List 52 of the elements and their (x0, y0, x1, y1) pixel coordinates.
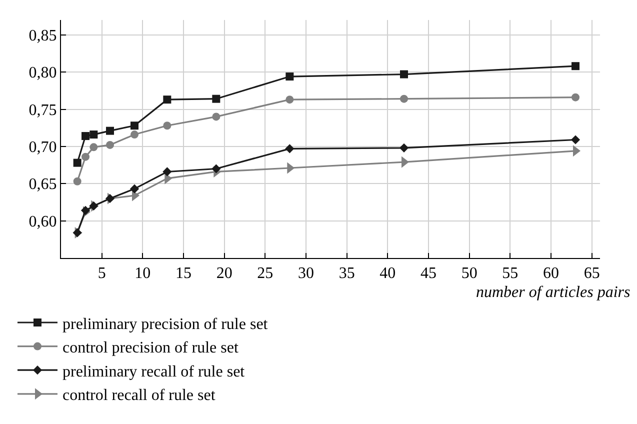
x-tick-label: 50 (461, 265, 478, 282)
x-tick-label: 60 (543, 265, 559, 282)
point (80, 206, 90, 215)
y-tick-label: 0,60 (28, 213, 57, 230)
point (106, 140, 114, 149)
point (90, 130, 98, 139)
x-tick-label: 55 (502, 265, 518, 282)
point (130, 122, 138, 130)
legend-label: preliminary precision of rule set (62, 316, 268, 333)
point (130, 184, 140, 194)
point (73, 177, 82, 186)
legend-label: preliminary recall of rule set (62, 363, 246, 380)
point (130, 130, 138, 139)
point (572, 93, 580, 102)
point (212, 164, 221, 174)
x-axis-title: number of articles pairs (476, 284, 630, 301)
y-tick-label: 0,70 (28, 139, 57, 156)
point (399, 143, 409, 152)
point (286, 96, 294, 104)
point (570, 135, 580, 144)
point (82, 132, 90, 140)
point (162, 167, 172, 176)
point (286, 72, 294, 81)
point (400, 94, 408, 103)
point (106, 126, 114, 135)
x-tick-label: 65 (584, 265, 600, 282)
y-tick-label: 0,80 (28, 64, 57, 82)
legend-label: control precision of rule set (62, 340, 239, 357)
x-tick-label: 20 (216, 265, 232, 282)
x-tick-label: 30 (298, 265, 314, 282)
x-tick-label: 5 (98, 265, 106, 282)
point (572, 62, 580, 70)
x-tick-label: 40 (380, 265, 396, 282)
point (400, 70, 408, 78)
x-tick-label: 35 (338, 265, 355, 282)
point (285, 144, 294, 154)
point (73, 158, 82, 167)
point (90, 143, 98, 152)
x-tick-label: 45 (420, 265, 436, 282)
point (82, 152, 90, 161)
x-tick-label: 25 (257, 265, 274, 282)
point (212, 112, 220, 121)
point (163, 122, 172, 130)
x-tick-label: 15 (176, 265, 192, 282)
x-tick-label: 10 (134, 265, 151, 282)
point (163, 96, 172, 104)
legend-label: control recall of rule set (62, 387, 216, 404)
y-tick-label: 0,65 (28, 176, 57, 194)
y-tick-label: 0,75 (28, 102, 57, 119)
point (212, 94, 220, 103)
y-tick-label: 0,85 (28, 27, 57, 44)
point (105, 194, 115, 204)
